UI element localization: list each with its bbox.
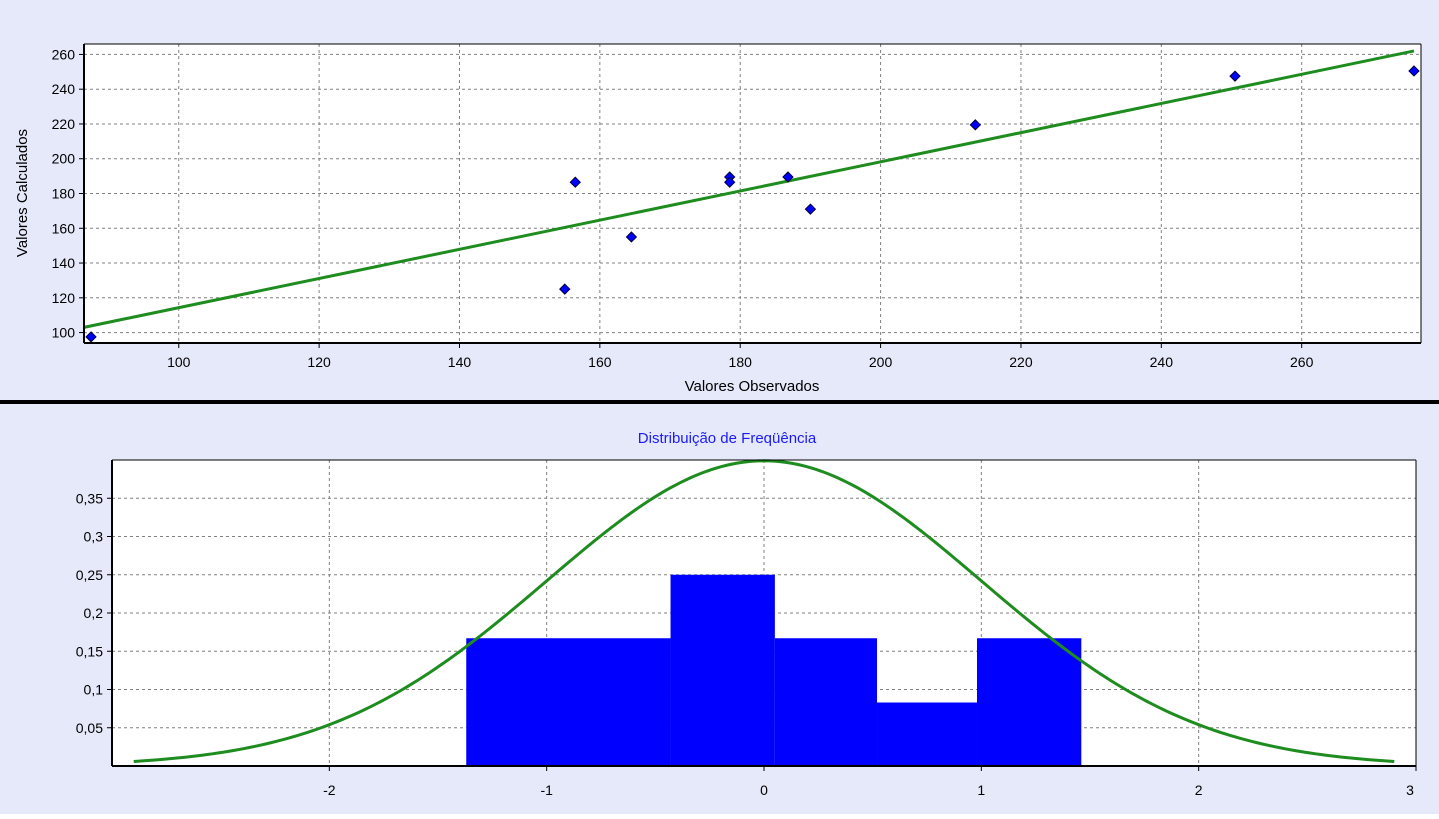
frequency-y-tick-label: 0,15	[76, 643, 103, 659]
frequency-y-tick-label: 0,2	[84, 605, 104, 621]
frequency-y-tick-label: 0,25	[76, 567, 103, 583]
scatter-x-tick-label: 160	[588, 354, 612, 370]
scatter-point	[804, 203, 817, 215]
scatter-y-tick-label: 180	[52, 186, 76, 202]
frequency-x-tick-label: -1	[540, 782, 553, 798]
scatter-y-tick-label: 220	[52, 116, 76, 132]
frequency-bar	[976, 638, 1082, 766]
frequency-x-tick-label: 3	[1406, 782, 1414, 798]
scatter-point	[559, 283, 571, 295]
scatter-point	[85, 331, 97, 343]
frequency-bar	[670, 574, 775, 766]
frequency-x-tick-label: -2	[323, 782, 336, 798]
scatter-y-tick-label: 120	[52, 290, 76, 306]
frequency-curve-group	[133, 459, 1395, 763]
scatter-x-tick-label: 260	[1290, 354, 1314, 370]
scatter-point	[782, 171, 794, 183]
scatter-x-tick-label: 120	[307, 354, 331, 370]
scatter-point	[723, 176, 736, 188]
scatter-point	[1229, 70, 1241, 82]
scatter-x-axis-label: Valores Observados	[685, 378, 820, 395]
scatter-y-tick-label: 160	[52, 220, 76, 236]
scatter-x-tick-label: 140	[448, 354, 472, 370]
scatter-y-tick-label: 240	[52, 81, 76, 97]
frequency-chart: Distribuição de Freqüência -2 -1 0 1 2 3 0,05 0…	[0, 404, 1439, 814]
scatter-grid	[84, 44, 1421, 343]
frequency-bar	[877, 702, 977, 766]
scatter-x-tick-label: 180	[729, 354, 753, 370]
frequency-ticks-group: -2 -1 0 1 2 3 0,05 0,1 0,15 0,2 0,25 0,3 0,35	[76, 490, 1417, 798]
frequency-y-tick-label: 0,35	[76, 490, 103, 506]
scatter-chart: 100 120 140 160 180 200 220 240 260 100 120 140 160 1…	[0, 0, 1439, 400]
scatter-y-tick-label: 260	[52, 46, 76, 62]
panel-separator	[0, 400, 1439, 404]
normal-distribution-curve	[133, 459, 1395, 763]
scatter-points-group	[85, 65, 1420, 343]
frequency-y-tick-label: 0,05	[76, 720, 103, 736]
frequency-x-tick-label: 2	[1195, 782, 1203, 798]
scatter-y-tick-label: 200	[52, 151, 76, 167]
scatter-point	[1408, 65, 1420, 77]
frequency-chart-title: Distribuição de Freqüência	[638, 430, 817, 447]
scatter-y-tick-label: 100	[52, 325, 76, 341]
scatter-chart-panel: 100 120 140 160 180 200 220 240 260 100 120 140 160 1…	[0, 0, 1439, 400]
scatter-point	[625, 231, 638, 243]
frequency-grid	[112, 460, 1416, 766]
scatter-x-tick-label: 240	[1150, 354, 1174, 370]
frequency-bar	[774, 638, 878, 766]
scatter-x-tick-label: 100	[167, 354, 191, 370]
frequency-bars-group	[466, 574, 1082, 766]
scatter-ticks-group: 100 120 140 160 180 200 220 240 260 100 120 140 160 1…	[52, 46, 1314, 370]
scatter-x-tick-label: 220	[1009, 354, 1033, 370]
frequency-x-tick-label: 1	[977, 782, 985, 798]
scatter-point	[569, 176, 581, 188]
scatter-point	[969, 119, 982, 131]
frequency-x-tick-label: 0	[760, 782, 768, 798]
scatter-x-tick-label: 200	[869, 354, 893, 370]
frequency-chart-panel: Distribuição de Freqüência -2 -1 0 1 2 3 0,05 0…	[0, 404, 1439, 814]
scatter-y-tick-label: 140	[52, 255, 76, 271]
scatter-y-axis-label: Valores Calculados	[14, 129, 31, 257]
frequency-y-tick-label: 0,1	[84, 682, 104, 698]
scatter-fit-line	[83, 49, 1415, 329]
scatter-fit-line-group	[83, 49, 1415, 329]
frequency-y-tick-label: 0,3	[84, 529, 104, 545]
frequency-bar	[466, 638, 671, 766]
